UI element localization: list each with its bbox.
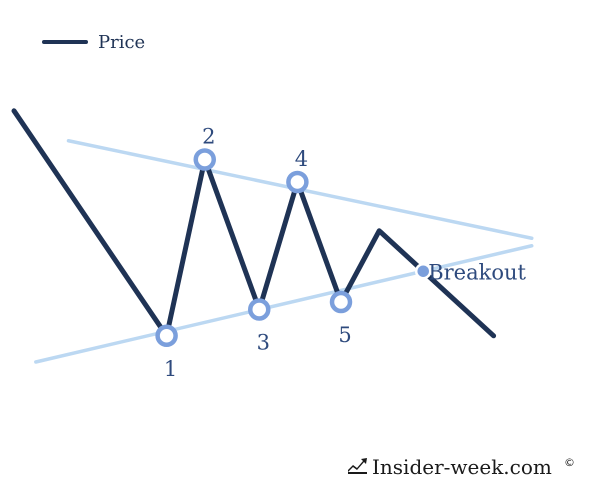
point-label-5: 5	[338, 323, 351, 347]
brand-copyright-mark: ©	[564, 456, 575, 469]
brand-text: Insider-week.com	[372, 455, 552, 479]
point-marker-4	[286, 170, 309, 194]
trendline-lower	[34, 244, 534, 364]
annotation-breakout: Breakout	[428, 261, 526, 285]
markers-layer	[155, 148, 432, 347]
labels-layer: 1 2 3 4 5 Breakout	[164, 125, 527, 381]
point-label-4: 4	[295, 147, 308, 171]
series-line-price	[11, 108, 497, 339]
point-label-3: 3	[257, 331, 270, 355]
breakout-marker	[414, 262, 432, 280]
point-label-2: 2	[202, 125, 215, 149]
point-label-1: 1	[164, 357, 177, 381]
legend: Price	[42, 32, 145, 53]
point-marker-5	[329, 290, 353, 314]
point-marker-1	[155, 324, 178, 347]
chart-trend-icon	[348, 458, 367, 474]
legend-label-price: Price	[98, 32, 145, 53]
point-marker-3	[248, 298, 271, 321]
brand-watermark: Insider-week.com ©	[348, 455, 575, 479]
point-marker-2	[193, 148, 216, 171]
price-series-layer	[11, 108, 497, 339]
